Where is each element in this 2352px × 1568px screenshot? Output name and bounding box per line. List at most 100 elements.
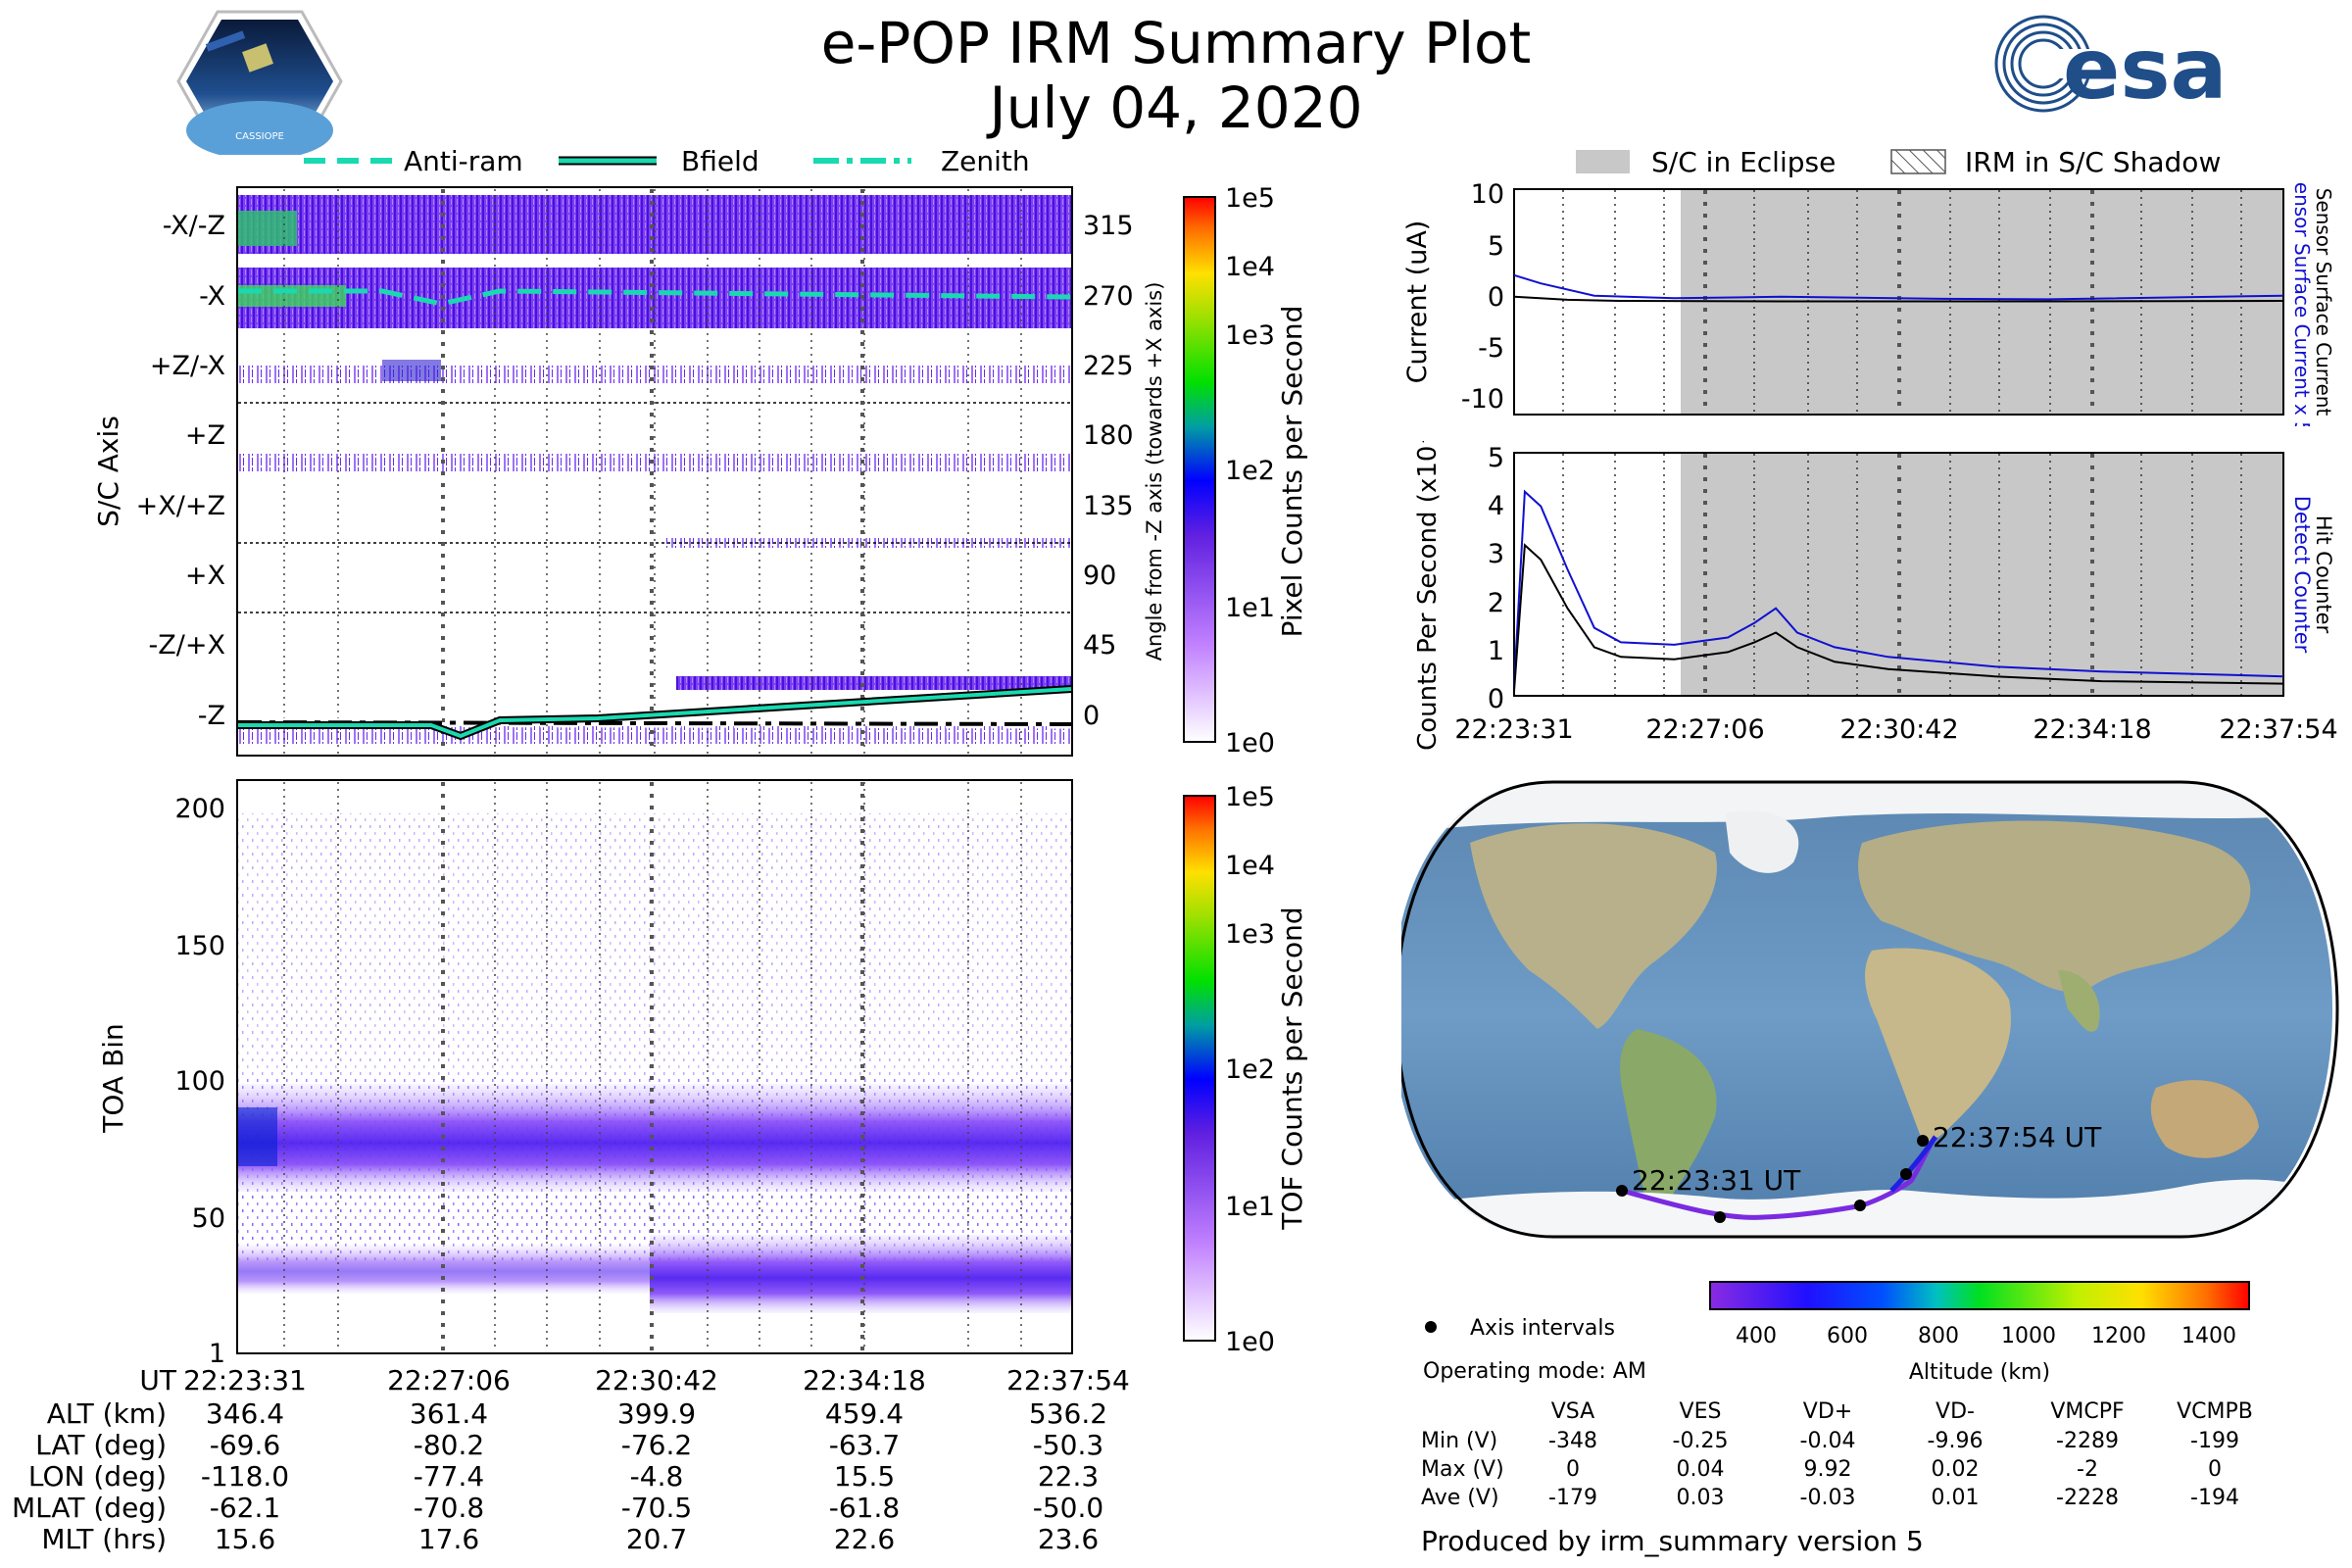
alt-tick-1400: 1400 (2181, 1324, 2236, 1348)
vcol-vcmpb: VCMPB (2177, 1399, 2253, 1424)
lon-label: LON (deg) (27, 1460, 167, 1493)
alt-tick-1000: 1000 (2001, 1324, 2056, 1348)
axis-label-mx: -X (199, 281, 225, 312)
badge-label: CASSIOPE (235, 131, 284, 142)
alt-label: ALT (km) (46, 1397, 167, 1430)
tof-counts-label: TOF Counts per Second (1276, 906, 1308, 1230)
current-tick-0: 0 (1488, 282, 1504, 313)
cbar1-tick-1e5: 1e5 (1225, 183, 1275, 214)
alt-3: 459.4 (824, 1397, 905, 1430)
vave-4: -2228 (2056, 1486, 2119, 1510)
counts-eclipse-region (1681, 454, 2282, 695)
vmin-3: -9.96 (1927, 1429, 1984, 1453)
voltage-table: VSA VES VD+ VD- VMCPF VCMPB Min (V) -348… (1411, 1399, 2274, 1527)
ut-4: 22:37:54 (1006, 1364, 1130, 1396)
alt-0: 346.4 (205, 1397, 285, 1430)
alt-tick-800: 800 (1918, 1324, 1959, 1348)
vmax-0: 0 (1566, 1457, 1580, 1482)
counts-tick-3: 3 (1488, 539, 1504, 569)
angle-tick-180: 180 (1083, 420, 1134, 451)
vrow-min-label: Min (V) (1421, 1429, 1498, 1453)
orbit-point-0 (1616, 1185, 1628, 1197)
mlt-4: 23.6 (1037, 1523, 1100, 1555)
vmax-5: 0 (2208, 1457, 2222, 1482)
shadow-swatch (1890, 149, 1946, 174)
counts-tick-2: 2 (1488, 588, 1504, 618)
axis-label-pzmx: +Z/-X (150, 351, 225, 381)
vmax-2: 9.92 (1803, 1457, 1852, 1482)
cbar2-tick-1e0: 1e0 (1225, 1327, 1275, 1357)
axis-intervals-label: Axis intervals (1470, 1316, 1615, 1341)
counts-tick-1: 1 (1488, 636, 1504, 666)
world-map (1401, 782, 2332, 1237)
current-tick-m5: -5 (1478, 333, 1504, 364)
altitude-label: Altitude (km) (1909, 1360, 2050, 1385)
mlat-3: -61.8 (828, 1492, 901, 1524)
orbit-point-2 (1854, 1200, 1866, 1211)
vcol-ves: VES (1679, 1399, 1722, 1424)
orbit-start-label: 22:23:31 UT (1632, 1164, 1801, 1197)
cbar1-tick-1e3: 1e3 (1225, 320, 1275, 351)
mlat-4: -50.0 (1032, 1492, 1104, 1524)
current-tick-5: 5 (1488, 231, 1504, 262)
lon-0: -118.0 (200, 1460, 290, 1493)
vcol-vsa: VSA (1550, 1399, 1595, 1424)
cbar1-tick-1e1: 1e1 (1225, 593, 1275, 623)
lat-1: -80.2 (413, 1429, 485, 1461)
cbar1-tick-1e0: 1e0 (1225, 728, 1275, 759)
mlat-label: MLAT (deg) (11, 1492, 167, 1524)
counts-right-label-black: Hit Counter (2312, 515, 2335, 634)
altitude-info-panel: 400 600 800 1000 1200 1400 Altitude (km)… (1423, 1281, 2250, 1385)
plot-title: e-POP IRM Summary Plot (820, 10, 1532, 76)
mlat-1: -70.8 (413, 1492, 485, 1524)
alt-1: 361.4 (409, 1397, 489, 1430)
vrow-ave-label: Ave (V) (1421, 1486, 1499, 1510)
cbar2-tick-1e4: 1e4 (1225, 851, 1275, 881)
counts-tick-4: 4 (1488, 491, 1504, 521)
current-tick-10: 10 (1471, 181, 1504, 210)
counts-tick-5: 5 (1488, 443, 1504, 473)
cbar2-tick-1e2: 1e2 (1225, 1054, 1275, 1085)
vmax-3: 0.02 (1931, 1457, 1980, 1482)
legend-bfield: Bfield (681, 145, 760, 177)
vmin-4: -2289 (2056, 1429, 2119, 1453)
sc-axis-heatmap-panel: -X/-Z -X +Z/-X +Z +X/+Z +X -Z/+X -Z S/C … (92, 183, 1308, 759)
produced-by-footer: Produced by irm_summary version 5 (1421, 1525, 1924, 1557)
lon-3: 15.5 (833, 1460, 896, 1493)
orbit-end-label: 22:37:54 UT (1933, 1121, 2102, 1153)
alt-tick-1200: 1200 (2091, 1324, 2146, 1348)
ut-2: 22:30:42 (595, 1364, 718, 1396)
vave-0: -179 (1548, 1486, 1597, 1510)
ut-label: UT (139, 1364, 176, 1396)
counts-plot-panel: 5 4 3 2 1 0 Counts Per Second (x10^3) De… (1413, 441, 2338, 751)
vave-2: -0.03 (1799, 1486, 1856, 1510)
angle-tick-315: 315 (1083, 211, 1134, 241)
lat-4: -50.3 (1032, 1429, 1104, 1461)
current-plot-panel: 10 5 0 -5 -10 Current (uA) Sensor Surfac… (1402, 181, 2335, 426)
legend-shadow: IRM in S/C Shadow (1965, 146, 2221, 178)
angle-tick-45: 45 (1083, 630, 1116, 661)
current-right-label-blue: Sensor Surface Current x 5 (2290, 181, 2314, 426)
vrow-max-label: Max (V) (1421, 1457, 1504, 1482)
orbit-point-4 (1917, 1135, 1929, 1147)
esa-wordmark: esa (2063, 21, 2228, 118)
vmin-5: -199 (2190, 1429, 2239, 1453)
toa-tick-100: 100 (174, 1066, 225, 1097)
ephemeris-table: UT 22:23:31 22:27:06 22:30:42 22:34:18 2… (0, 1364, 1176, 1565)
eclipse-swatch (1576, 150, 1630, 173)
vave-3: 0.01 (1931, 1486, 1980, 1510)
lat-3: -63.7 (828, 1429, 901, 1461)
current-ylabel: Current (uA) (1402, 220, 1433, 384)
orbit-map-panel: 22:23:31 UT 22:37:54 UT (1401, 780, 2339, 1239)
lon-1: -77.4 (413, 1460, 485, 1493)
vmin-0: -348 (1548, 1429, 1597, 1453)
operating-mode: Operating mode: AM (1423, 1359, 1646, 1384)
mlat-0: -62.1 (209, 1492, 281, 1524)
eclipse-legend: S/C in Eclipse IRM in S/C Shadow (1576, 146, 2221, 178)
angle-tick-135: 135 (1083, 491, 1134, 521)
mlt-2: 20.7 (625, 1523, 688, 1555)
hit-counter-series (1513, 543, 2284, 692)
counts-xtick-4: 22:37:54 (2219, 714, 2337, 745)
vmin-2: -0.04 (1799, 1429, 1856, 1453)
angle-axis-label: Angle from -Z axis (towards +X axis) (1143, 282, 1166, 662)
